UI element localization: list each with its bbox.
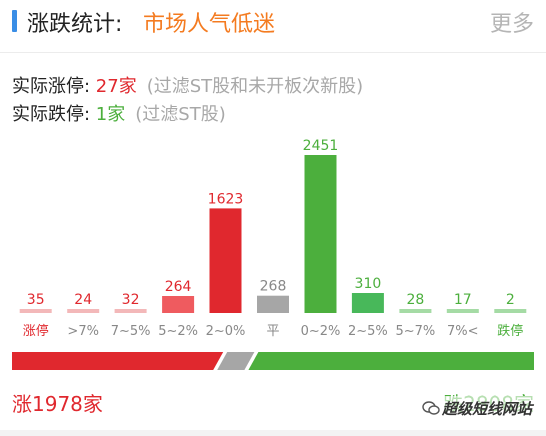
bar-value-label: 1623 — [208, 191, 244, 207]
title-accent-bar — [12, 10, 17, 32]
bar-5 — [257, 295, 289, 313]
up-segment — [12, 352, 224, 370]
bottom-separator — [0, 430, 546, 436]
bar-0 — [19, 309, 52, 313]
bar-7 — [351, 293, 384, 313]
watermark: 超级短线网站 — [420, 396, 538, 422]
category-label: 7~5% — [111, 324, 151, 339]
watermark-text: 超级短线网站 — [442, 400, 533, 418]
limit-down-label: 实际跌停: — [12, 104, 96, 125]
category-label: 涨停 — [23, 323, 49, 339]
bar-value-label: 17 — [454, 292, 472, 308]
bar-3 — [162, 296, 195, 313]
limit-down-value: 1家 — [95, 104, 126, 125]
bar-value-label: 28 — [406, 292, 424, 308]
market-mood-label: 市场人气低迷 — [143, 12, 276, 37]
bar-10 — [494, 309, 527, 313]
up-count-label: 涨1978家 — [12, 392, 103, 416]
bar-value-label: 264 — [165, 279, 192, 295]
limit-up-value: 27家 — [95, 76, 137, 97]
category-label: 2~0% — [206, 324, 246, 339]
distribution-chart: 35 涨停 24 >7% 32 7~5% 264 5~2% 1623 2~0% 268 平 2451 0~… — [0, 130, 546, 345]
bar-4 — [209, 208, 242, 313]
bar-6 — [304, 155, 337, 313]
wechat-icon — [422, 401, 440, 415]
limit-up-note: (过滤ST股和未开板次新股) — [146, 76, 364, 97]
limit-down-stat: 实际跌停: 1家 (过滤ST股) — [12, 100, 226, 126]
bar-8 — [399, 309, 432, 313]
limit-up-stat: 实际涨停: 27家 (过滤ST股和未开板次新股) — [12, 72, 363, 98]
bar-value-label: 2 — [506, 292, 515, 308]
section-title: 涨跌统计: — [27, 12, 123, 37]
category-label: 7%< — [447, 324, 479, 339]
down-segment — [248, 352, 534, 370]
limit-up-label: 实际涨停: — [12, 76, 96, 97]
bar-value-label: 2451 — [303, 138, 339, 154]
up-down-distribution-bar — [12, 352, 534, 370]
category-label: 5~7% — [396, 324, 436, 339]
more-link[interactable]: 更多 — [489, 12, 534, 37]
bar-1 — [67, 309, 100, 313]
distribution-chart-svg: 35 涨停 24 >7% 32 7~5% 264 5~2% 1623 2~0% 268 平 2451 0~… — [19, 138, 527, 339]
category-label: 0~2% — [301, 324, 341, 339]
bar-value-label: 268 — [260, 279, 287, 295]
header-divider — [0, 52, 546, 53]
bar-value-label: 35 — [27, 292, 45, 308]
bar-9 — [446, 309, 479, 313]
category-label: 5~2% — [158, 324, 198, 339]
bar-2 — [114, 309, 147, 313]
bar-value-label: 310 — [355, 276, 382, 292]
bar-value-label: 24 — [74, 292, 92, 308]
category-label: 2~5% — [348, 324, 388, 339]
flat-segment — [217, 352, 255, 370]
category-label: 平 — [266, 324, 279, 339]
category-label: 跌停 — [497, 323, 523, 339]
header: 涨跌统计: 市场人气低迷 更多 — [0, 0, 546, 44]
category-label: >7% — [67, 324, 99, 339]
limit-down-note: (过滤ST股) — [135, 104, 226, 125]
bar-value-label: 32 — [122, 292, 140, 308]
